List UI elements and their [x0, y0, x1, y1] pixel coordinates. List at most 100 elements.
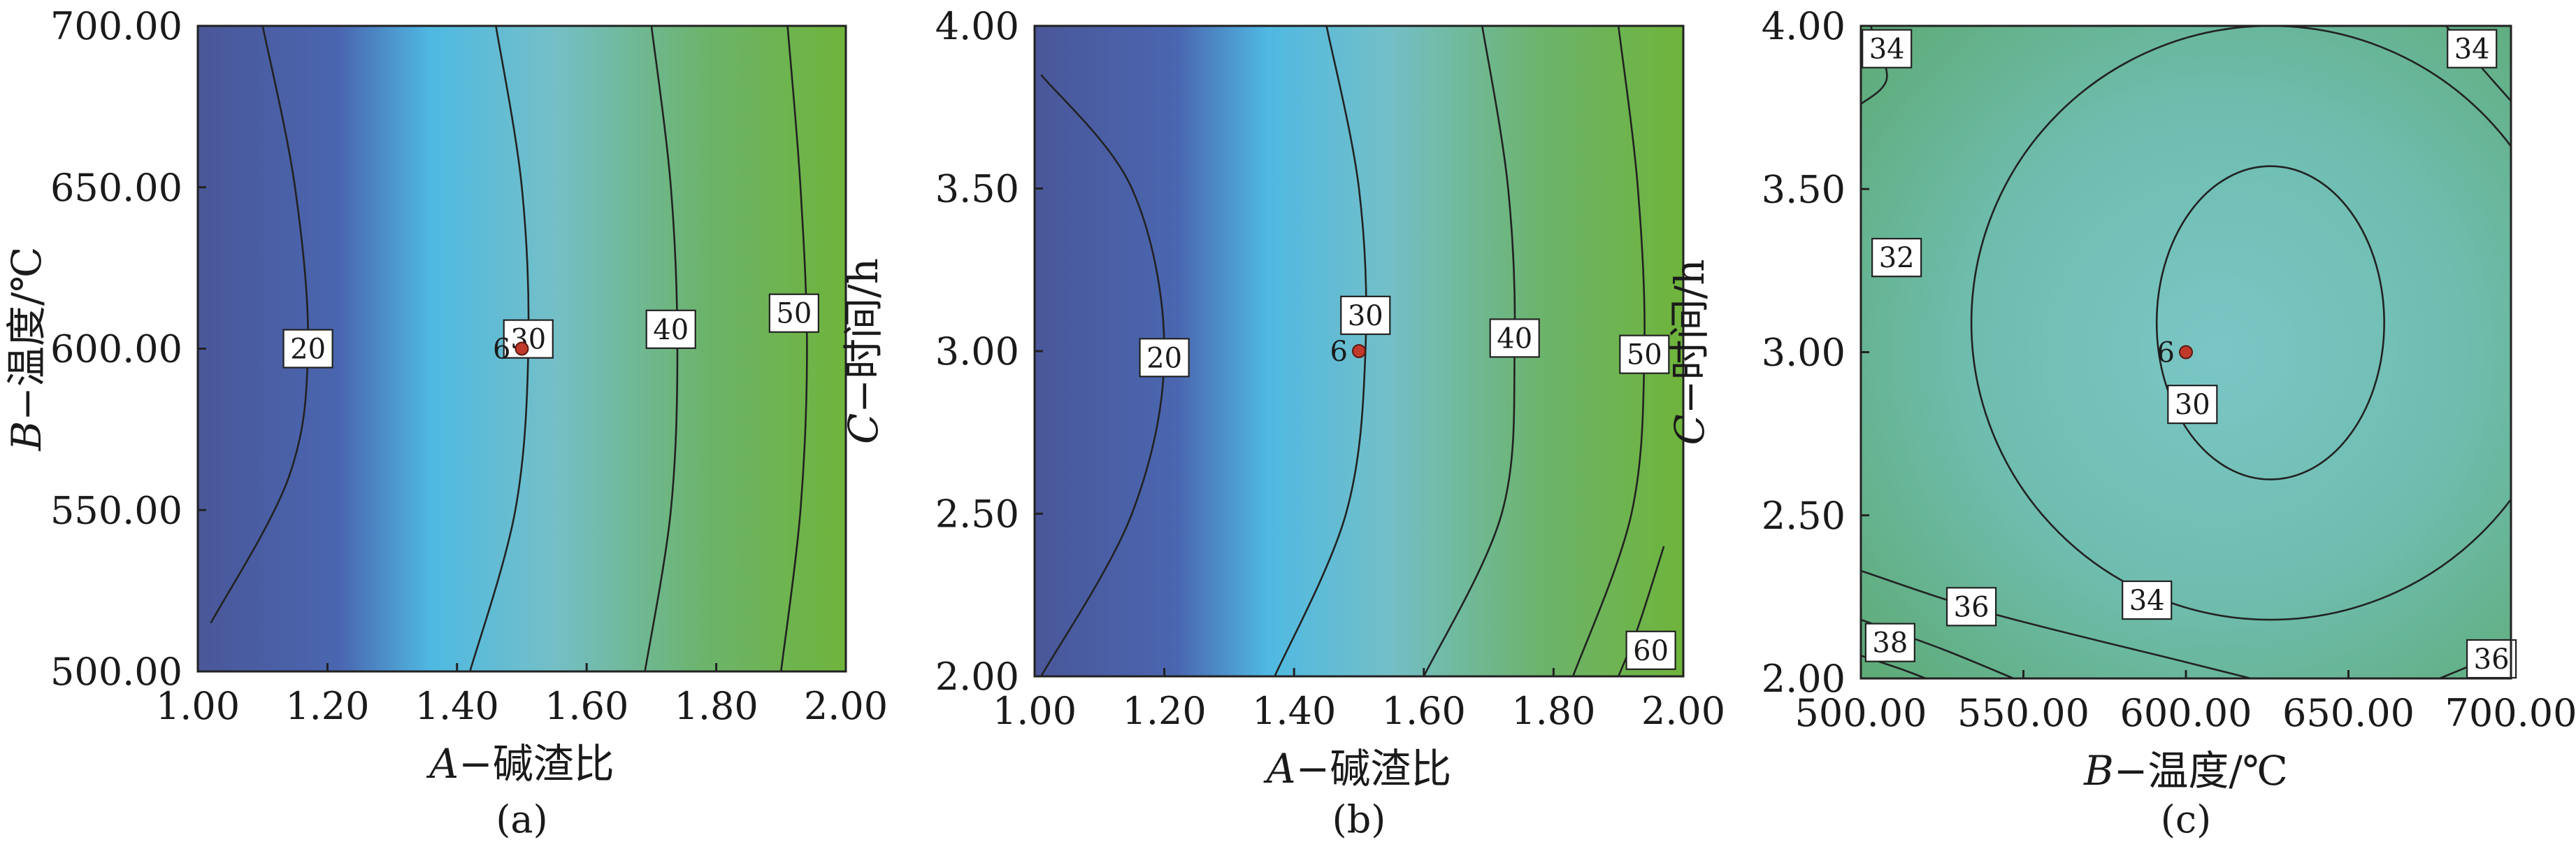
y-tick-label: 3.00: [935, 329, 1019, 373]
contour-line-34: [1861, 569, 2252, 678]
y-tick-label: 550.00: [50, 488, 182, 532]
x-tick-label: 1.20: [285, 684, 369, 728]
contour-label-text: 32: [1879, 242, 1915, 274]
x-tick-label: 1.80: [1511, 689, 1595, 733]
y-tick-label: 3.50: [1762, 167, 1845, 211]
y-tick-label: 4.00: [1762, 4, 1845, 48]
x-tick-label: 1.60: [1382, 689, 1466, 733]
contour-label-box: [1619, 334, 1670, 374]
contour-panel-3: 30 32 34 34 34 36 36 38 6 500.00 550.00 600.00 650.0…: [1666, 4, 2576, 841]
x-tick-label: 500.00: [1795, 691, 1927, 735]
y-tick-label: 700.00: [50, 4, 182, 48]
x-axis-title-text: −碱渣比: [459, 740, 614, 788]
x-tick-label: 650.00: [2282, 691, 2415, 735]
contour-label-40: 40: [1489, 318, 1540, 358]
contour-label-34: 34: [1862, 29, 1913, 69]
x-tick-label: 1.40: [415, 684, 499, 728]
contour-label-text: 38: [1872, 627, 1908, 660]
contour-label-text: 30: [1348, 300, 1383, 332]
contour-label-box: [1862, 29, 1913, 69]
x-tick-label: 700.00: [2445, 691, 2576, 735]
panel-caption: (b): [1332, 797, 1386, 841]
y-axis-variable: B: [3, 421, 50, 452]
y-tick-label: 600.00: [50, 327, 182, 371]
y-axis-title: C−时间/h: [1666, 259, 1713, 446]
contour-label-text: 20: [1146, 342, 1182, 374]
contour-label-20: 20: [282, 329, 333, 369]
y-tick-label: 3.00: [1762, 331, 1845, 375]
contour-label-50: 50: [768, 293, 819, 333]
contour-label-text: 40: [1497, 322, 1532, 355]
x-axis-variable: A: [426, 740, 459, 788]
contour-label-text: 34: [1869, 34, 1905, 66]
design-point-label: 6: [493, 334, 510, 366]
design-point-marker: [2179, 345, 2193, 360]
contour-label-30: 30: [503, 319, 554, 359]
contour-label-text: 30: [2175, 389, 2210, 421]
y-axis-variable: C: [1666, 414, 1713, 445]
x-tick-label: 2.00: [1641, 689, 1725, 733]
contour-label-box: [2122, 580, 2173, 620]
contour-line-60: [1617, 546, 1665, 676]
contour-label-30: 30: [2167, 385, 2218, 425]
contour-label-box: [1489, 318, 1540, 358]
contour-label-box: [282, 329, 333, 369]
contour-label-32: 32: [1871, 238, 1922, 278]
x-axis-title-text: −碱渣比: [1296, 745, 1452, 792]
x-tick-label: 1.40: [1252, 689, 1336, 733]
contour-label-text: 40: [653, 314, 689, 346]
contour-label-36: 36: [2466, 639, 2517, 679]
contour-label-box: [1139, 338, 1190, 378]
y-tick-label: 4.00: [935, 4, 1019, 48]
contour-label-box: [768, 293, 819, 333]
y-tick-label: 650.00: [50, 166, 182, 210]
contour-label-box: [1625, 630, 1676, 670]
x-tick-label: 1.00: [993, 689, 1077, 733]
y-tick-label: 2.50: [935, 492, 1019, 536]
y-tick-label: 500.00: [50, 650, 182, 694]
contour-label-text: 50: [1627, 339, 1662, 371]
y-tick-label: 3.50: [935, 167, 1019, 211]
x-tick-label: 600.00: [2120, 691, 2252, 735]
y-axis-title-text: −温度/℃: [3, 247, 50, 421]
contour-label-text: 34: [2454, 34, 2490, 66]
y-axis-title: B−温度/℃: [3, 247, 50, 452]
contour-label-text: 34: [2129, 585, 2165, 617]
contour-label-box: [1946, 587, 1997, 627]
contour-label-text: 20: [290, 334, 326, 366]
contour-label-box: [1864, 622, 1915, 662]
x-axis-title: A−碱渣比: [426, 740, 614, 788]
design-point-marker: [515, 341, 529, 356]
contour-line-32: [1970, 26, 2511, 621]
contour-label-box: [2167, 385, 2218, 425]
y-tick-label: 2.50: [1762, 494, 1845, 538]
y-axis-variable: C: [840, 413, 887, 444]
contour-label-36: 36: [1946, 587, 1997, 627]
contour-label-text: 50: [776, 298, 812, 330]
x-tick-label: 1.20: [1122, 689, 1206, 733]
y-tick-label: 2.00: [1762, 657, 1845, 701]
contour-label-box: [503, 319, 554, 359]
contour-label-box: [2466, 639, 2517, 679]
y-axis-title-text: −时间/h: [1666, 259, 1713, 415]
y-axis-title-text: −时间/h: [840, 258, 887, 413]
contour-label-60: 60: [1625, 630, 1676, 670]
design-point-label: 6: [1330, 336, 1348, 368]
contour-label-50: 50: [1619, 334, 1670, 374]
design-point-marker: [1352, 344, 1366, 358]
design-point-label: 6: [2157, 337, 2175, 369]
x-tick-label: 1.80: [674, 684, 758, 728]
contour-label-text: 36: [2474, 643, 2510, 676]
contour-panel-2: 20 30 40 50 60 6 1.00 1.20 1.40 1.60 1.80 2.00 2.00 2…: [840, 4, 1725, 841]
contour-label-box: [1871, 238, 1922, 278]
x-tick-label: 550.00: [1957, 691, 2089, 735]
x-tick-label: 2.00: [804, 684, 888, 728]
contour-label-40: 40: [645, 309, 696, 349]
contour-label-34: 34: [2122, 580, 2173, 620]
contour-label-box: [1340, 295, 1391, 335]
contour-label-text: 60: [1633, 635, 1669, 667]
contour-panel-1: 20 30 40 50 6 1.00 1.20 1.40 1.60 1.80 2.00 500.00 5…: [3, 4, 888, 841]
contour-label-30: 30: [1340, 295, 1391, 335]
